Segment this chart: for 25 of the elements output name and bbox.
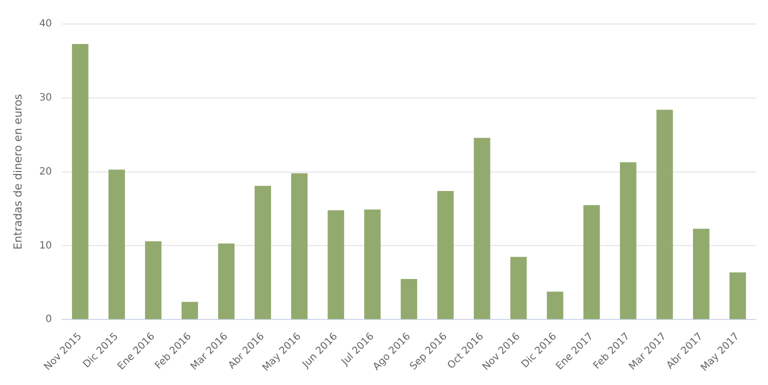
bar bbox=[620, 162, 636, 320]
bar bbox=[291, 173, 308, 320]
bar bbox=[510, 256, 527, 320]
bar bbox=[583, 205, 600, 320]
bar bbox=[182, 302, 198, 320]
y-tick-label: 40 bbox=[39, 18, 52, 30]
y-tick-label: 20 bbox=[39, 166, 52, 178]
bar bbox=[364, 210, 381, 320]
bar bbox=[72, 44, 88, 320]
bar bbox=[546, 292, 564, 320]
bar bbox=[656, 110, 673, 320]
bar bbox=[328, 210, 344, 320]
y-tick-label: 10 bbox=[39, 240, 52, 252]
bar bbox=[692, 228, 710, 320]
bar bbox=[400, 279, 418, 320]
bar bbox=[145, 241, 162, 320]
y-axis-title: Entradas de dinero en euros bbox=[11, 94, 24, 250]
bar bbox=[108, 170, 125, 320]
y-tick-label: 0 bbox=[46, 314, 52, 326]
bar bbox=[474, 138, 490, 320]
bar bbox=[437, 191, 454, 320]
y-tick-label: 30 bbox=[39, 92, 52, 104]
bar bbox=[254, 186, 272, 320]
bar bbox=[218, 244, 235, 320]
bar bbox=[730, 272, 746, 320]
